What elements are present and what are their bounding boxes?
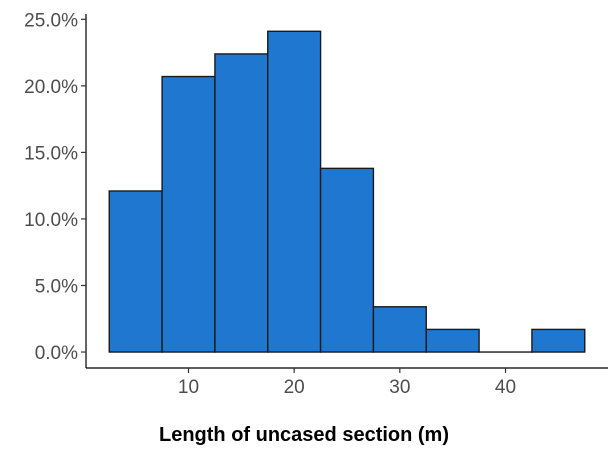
histogram-bar-9 <box>531 328 586 353</box>
histogram-bar-7 <box>425 328 480 353</box>
x-tick-label-3: 30 <box>389 377 410 398</box>
x-ticks-group: 10 20 30 40 <box>178 368 516 398</box>
y-tick-label-6: 25.0% <box>24 10 78 31</box>
histogram-bar-1 <box>108 190 163 353</box>
histogram-bar-4 <box>267 30 322 353</box>
y-tick-label-5: 20.0% <box>24 77 78 98</box>
axes-group <box>85 14 608 369</box>
x-tick-label-1: 10 <box>178 377 199 398</box>
histogram-bar-5 <box>319 167 375 353</box>
bars-group <box>108 30 586 353</box>
x-axis-title: Length of uncased section (m) <box>159 424 449 446</box>
y-tick-label-4: 15.0% <box>24 143 78 164</box>
histogram-bar-3 <box>214 53 269 353</box>
y-tick-label-1: 0.0% <box>35 343 78 364</box>
y-tick-label-2: 5.0% <box>35 276 78 297</box>
x-tick-label-4: 40 <box>495 377 516 398</box>
histogram-bar-2 <box>161 75 216 353</box>
y-tick-label-3: 10.0% <box>24 210 78 231</box>
histogram-bar-6 <box>372 306 427 353</box>
x-tick-label-2: 20 <box>284 377 305 398</box>
y-ticks-group: 0.0% 5.0% 10.0% 15.0% 20.0% 25.0% <box>24 10 86 364</box>
